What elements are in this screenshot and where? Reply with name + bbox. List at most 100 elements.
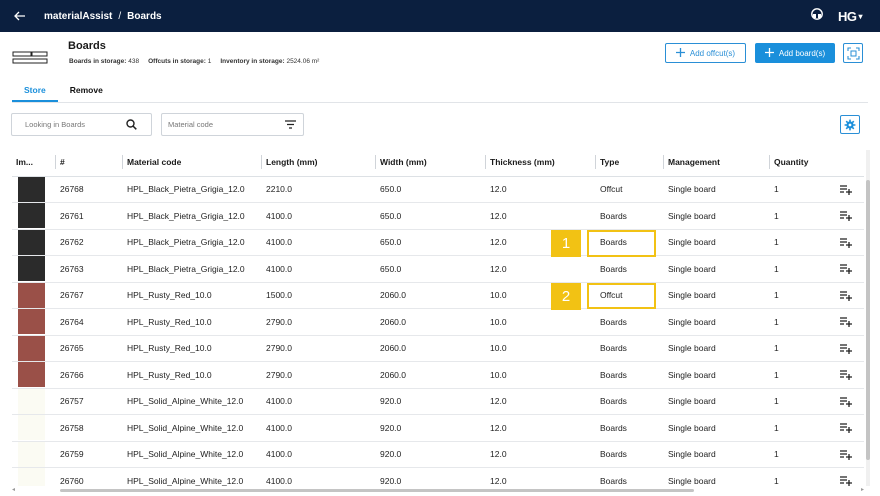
table-row[interactable]: 26758 HPL_Solid_Alpine_White_12.0 4100.0 92…	[12, 414, 864, 442]
table-row[interactable]: 26768 HPL_Black_Pietra_Grigia_12.0 2210.0 6…	[12, 176, 864, 203]
cell-material: HPL_Rusty_Red_10.0	[123, 308, 262, 336]
table-row[interactable]: 26759 HPL_Solid_Alpine_White_12.0 4100.0 92…	[12, 441, 864, 468]
add-to-list-icon[interactable]	[840, 370, 852, 382]
boards-icon	[12, 51, 50, 65]
cell-management: Single board	[664, 255, 770, 283]
cell-id: 26767	[56, 282, 123, 309]
cell-quantity: 1	[770, 335, 864, 362]
cell-length: 4100.0	[262, 255, 376, 283]
add-to-list-icon[interactable]	[840, 264, 852, 276]
cell-thickness: 12.0	[486, 202, 596, 230]
add-to-list-icon[interactable]	[840, 317, 852, 329]
horizontal-scrollbar[interactable]: ◂ ▸	[12, 487, 864, 493]
material-swatch	[18, 335, 45, 361]
cell-length: 4100.0	[262, 388, 376, 415]
breadcrumb-app[interactable]: materialAssist	[44, 10, 113, 22]
back-button[interactable]	[0, 0, 40, 32]
plus-icon	[764, 47, 774, 59]
cell-id: 26764	[56, 308, 123, 336]
material-swatch	[18, 362, 45, 388]
material-code-filter[interactable]: Material code	[161, 113, 304, 136]
storage-stats: Boards in storage: 438 Offcuts in storag…	[69, 58, 319, 65]
table-row[interactable]: 26767 HPL_Rusty_Red_10.0 1500.0 2060.0 10.0 O…	[12, 282, 864, 309]
cell-width: 650.0	[376, 202, 486, 230]
material-swatch	[18, 468, 45, 486]
table-row[interactable]: 26763 HPL_Black_Pietra_Grigia_12.0 4100.0 6…	[12, 255, 864, 283]
add-to-list-icon[interactable]	[840, 211, 852, 223]
col-width[interactable]: Width (mm)	[376, 148, 486, 177]
cell-length: 2790.0	[262, 308, 376, 336]
material-swatch-cell	[12, 202, 56, 230]
add-to-list-icon[interactable]	[840, 423, 852, 435]
table-row[interactable]: 26757 HPL_Solid_Alpine_White_12.0 4100.0 92…	[12, 388, 864, 415]
material-swatch	[18, 203, 45, 229]
col-management[interactable]: Management	[664, 148, 770, 177]
cell-quantity: 1	[770, 361, 864, 389]
cell-material: HPL_Black_Pietra_Grigia_12.0	[123, 229, 262, 256]
cell-thickness: 12.0	[486, 176, 596, 203]
cell-management: Single board	[664, 441, 770, 468]
col-material-code[interactable]: Material code	[123, 148, 262, 177]
material-swatch	[18, 282, 45, 308]
add-to-list-icon[interactable]	[840, 237, 852, 250]
col-image[interactable]: Im...	[12, 148, 56, 177]
add-to-list-icon[interactable]	[840, 343, 852, 356]
table-row[interactable]: 26760 HPL_Solid_Alpine_White_12.0 4100.0 92…	[12, 467, 864, 486]
cell-type: Offcut	[596, 282, 664, 309]
add-to-list-icon[interactable]	[840, 184, 852, 197]
table-row[interactable]: 26762 HPL_Black_Pietra_Grigia_12.0 4100.0 6…	[12, 229, 864, 256]
cell-management: Single board	[664, 282, 770, 309]
breadcrumb: materialAssist / Boards	[44, 11, 162, 22]
search-icon[interactable]	[126, 119, 137, 132]
cell-type: Boards	[596, 441, 664, 468]
cell-management: Single board	[664, 229, 770, 256]
cell-id: 26766	[56, 361, 123, 389]
support-icon[interactable]	[810, 7, 824, 26]
material-swatch-cell	[12, 361, 56, 389]
col-length[interactable]: Length (mm)	[262, 148, 376, 177]
search-input[interactable]: Looking in Boards	[11, 113, 152, 136]
cell-width: 920.0	[376, 388, 486, 415]
cell-thickness: 12.0	[486, 414, 596, 442]
callout-2: 2	[551, 283, 581, 310]
col-id[interactable]: #	[56, 148, 123, 177]
filter-icon[interactable]	[285, 120, 296, 131]
col-thickness[interactable]: Thickness (mm)	[486, 148, 596, 177]
cell-width: 2060.0	[376, 361, 486, 389]
cell-management: Single board	[664, 202, 770, 230]
tab-divider	[12, 102, 868, 103]
col-quantity[interactable]: Quantity	[770, 148, 864, 177]
arrow-left-icon	[14, 11, 25, 21]
vertical-scrollbar[interactable]	[866, 150, 870, 486]
table-row[interactable]: 26761 HPL_Black_Pietra_Grigia_12.0 4100.0 6…	[12, 202, 864, 230]
table-row[interactable]: 26765 HPL_Rusty_Red_10.0 2790.0 2060.0 10.0 B…	[12, 335, 864, 362]
callout-2-highlight	[587, 283, 656, 309]
add-to-list-icon[interactable]	[840, 449, 852, 462]
tab-remove[interactable]: Remove	[69, 85, 103, 95]
cell-management: Single board	[664, 388, 770, 415]
table-row[interactable]: 26766 HPL_Rusty_Red_10.0 2790.0 2060.0 10.0 B…	[12, 361, 864, 389]
cell-thickness: 12.0	[486, 441, 596, 468]
stat-boards: Boards in storage: 438	[69, 58, 140, 65]
cell-width: 2060.0	[376, 335, 486, 362]
cell-length: 4100.0	[262, 202, 376, 230]
material-swatch	[18, 388, 45, 414]
tab-store[interactable]: Store	[12, 80, 58, 102]
cell-management: Single board	[664, 335, 770, 362]
settings-button[interactable]	[840, 115, 860, 134]
cell-type: Offcut	[596, 176, 664, 203]
add-to-list-icon[interactable]	[840, 290, 852, 303]
add-to-list-icon[interactable]	[840, 476, 852, 486]
add-board-button[interactable]: Add board(s)	[755, 43, 835, 63]
add-offcut-button[interactable]: Add offcut(s)	[665, 43, 746, 63]
cell-id: 26768	[56, 176, 123, 203]
material-swatch-cell	[12, 388, 56, 415]
add-to-list-icon[interactable]	[840, 396, 852, 409]
cell-type: Boards	[596, 414, 664, 442]
cell-length: 4100.0	[262, 414, 376, 442]
table-row[interactable]: 26764 HPL_Rusty_Red_10.0 2790.0 2060.0 10.0 B…	[12, 308, 864, 336]
scan-button[interactable]	[843, 43, 863, 63]
col-type[interactable]: Type	[596, 148, 664, 177]
cell-material: HPL_Solid_Alpine_White_12.0	[123, 441, 262, 468]
user-menu[interactable]: HG ▾	[838, 9, 862, 24]
